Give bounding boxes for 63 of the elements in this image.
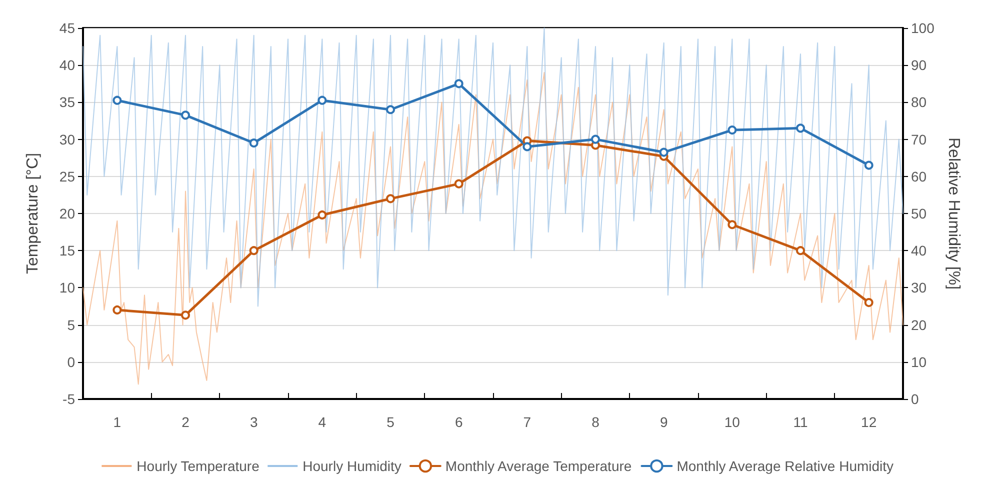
point <box>728 220 737 230</box>
y2-tick-label: 90 <box>911 57 927 74</box>
x-tick-label: 11 <box>793 414 808 430</box>
y-tick-label: 5 <box>67 316 76 333</box>
point <box>864 298 874 308</box>
x-tick-label: 3 <box>250 414 258 430</box>
y2-tick-label: 0 <box>911 391 919 407</box>
x-tick-label: 6 <box>454 414 463 430</box>
y-tick-label: -5 <box>62 391 76 407</box>
y-tick-label: 10 <box>59 280 76 296</box>
point <box>796 246 805 256</box>
x-tick-label: 1 <box>113 414 122 430</box>
x-tick-label: 9 <box>660 414 668 430</box>
point <box>112 96 122 105</box>
point <box>181 310 190 320</box>
y2-axis-title: Relative Humidity [%] <box>944 137 962 290</box>
legend-label: Monthly Average Relative Humidity <box>676 458 894 474</box>
x-tick-label: 4 <box>318 414 326 430</box>
point <box>249 246 258 256</box>
y2-tick-label: 40 <box>911 242 927 259</box>
y2-tick-label: 70 <box>911 131 927 148</box>
point <box>454 79 464 88</box>
point <box>591 134 600 144</box>
x-tick-label: 5 <box>386 414 395 430</box>
legend-label: Hourly Humidity <box>302 458 402 474</box>
point <box>318 210 327 220</box>
point <box>181 110 190 120</box>
point <box>522 142 532 152</box>
point <box>796 124 805 133</box>
line-series <box>82 72 904 385</box>
x-tick-label: 8 <box>592 414 600 430</box>
x-tick-label: 2 <box>182 414 190 430</box>
x-tick-label: 12 <box>861 414 877 430</box>
legend-label: Monthly Average Temperature <box>445 458 632 474</box>
y-tick-label: 45 <box>59 20 76 36</box>
point <box>659 148 668 157</box>
x-tick-label: 7 <box>523 414 532 430</box>
point <box>318 96 327 105</box>
point <box>864 160 874 170</box>
point <box>249 138 258 148</box>
point <box>112 305 122 314</box>
line-series <box>82 28 904 307</box>
point <box>454 179 464 188</box>
y-tick-label: 40 <box>59 57 76 74</box>
y-tick-label: 30 <box>59 131 76 148</box>
point <box>728 126 737 135</box>
x-tick-label: 10 <box>724 414 740 430</box>
y2-tick-label: 20 <box>911 316 927 333</box>
y2-tick-label: 60 <box>911 168 927 184</box>
y2-tick-label: 10 <box>911 354 927 370</box>
point <box>386 194 395 204</box>
y-tick-label: 35 <box>59 94 76 110</box>
y-tick-label: 15 <box>59 242 76 259</box>
point <box>386 105 395 114</box>
y-tick-label: 25 <box>59 168 76 184</box>
y2-tick-label: 100 <box>911 20 935 36</box>
y2-tick-label: 50 <box>911 206 927 222</box>
y-tick-label: 20 <box>59 206 76 222</box>
legend-label: Hourly Temperature <box>136 458 260 474</box>
y2-tick-label: 80 <box>911 94 927 110</box>
y-axis-title: Temperature [°C] <box>24 152 42 274</box>
y-tick-label: 0 <box>67 354 76 370</box>
y2-tick-label: 30 <box>911 280 927 296</box>
